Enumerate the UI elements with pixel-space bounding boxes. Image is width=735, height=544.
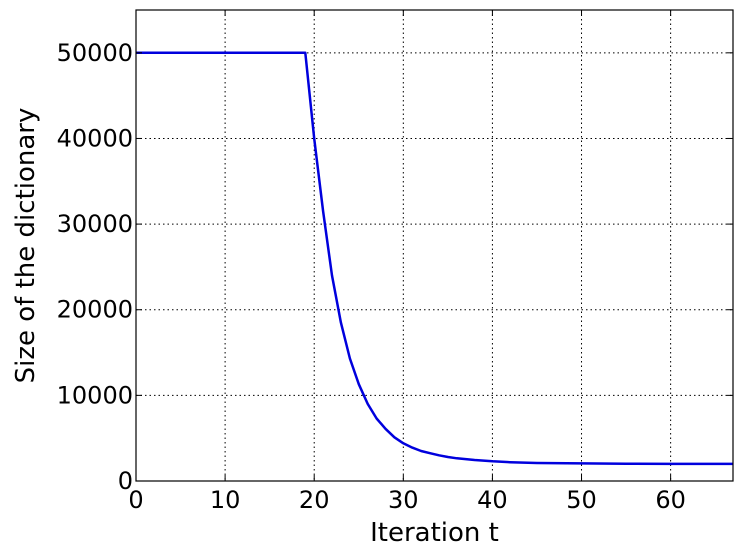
- y-tick-label: 20000: [57, 296, 133, 324]
- y-tick-label: 10000: [57, 381, 133, 409]
- x-tick-label: 40: [477, 486, 508, 514]
- y-tick-label: 30000: [57, 210, 133, 238]
- x-tick-labels: 0 10 20 30 40 50 60: [128, 486, 686, 514]
- y-tick-label: 50000: [57, 39, 133, 67]
- series-line: [136, 51, 733, 466]
- plot-frame: [135, 9, 734, 482]
- x-tick-label: 10: [210, 486, 241, 514]
- grid-lines: [135, 10, 733, 482]
- x-tick-label: 30: [388, 486, 419, 514]
- x-tick-label: 20: [299, 486, 330, 514]
- x-tick-label: 0: [128, 486, 143, 514]
- y-tick-label: 0: [118, 467, 133, 495]
- y-axis-label: Size of the dictionary: [11, 108, 41, 384]
- x-tick-label: 60: [655, 486, 686, 514]
- x-axis-label: Iteration t: [370, 518, 499, 544]
- y-tick-labels: 0 10000 20000 30000 40000 50000: [57, 39, 133, 495]
- y-tick-label: 40000: [57, 124, 133, 152]
- tick-marks: [135, 10, 733, 482]
- series-layer: [136, 51, 733, 466]
- x-tick-label: 50: [566, 486, 597, 514]
